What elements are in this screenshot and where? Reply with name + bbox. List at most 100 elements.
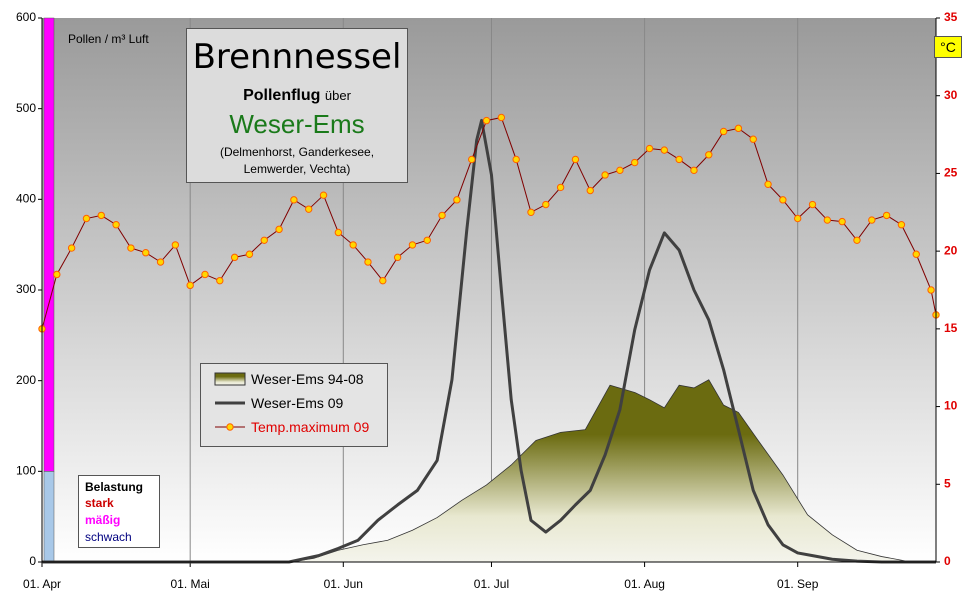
x-tick-label: 01. Jul bbox=[474, 577, 509, 591]
marker bbox=[927, 286, 935, 294]
marker bbox=[468, 155, 476, 164]
marker bbox=[156, 258, 165, 266]
y-tick-label: 300 bbox=[16, 282, 36, 296]
marker bbox=[112, 221, 120, 229]
marker bbox=[171, 241, 180, 249]
y-tick-label: 0 bbox=[29, 554, 36, 568]
marker bbox=[675, 155, 683, 164]
marker bbox=[364, 258, 372, 266]
marker bbox=[497, 113, 506, 122]
y2-tick-label: 30 bbox=[944, 88, 958, 102]
line bbox=[42, 118, 936, 564]
y2-tick-label: 10 bbox=[944, 399, 958, 413]
marker bbox=[275, 225, 283, 234]
marker bbox=[216, 276, 224, 285]
marker bbox=[438, 211, 446, 220]
legend-label: Temp.maximum 09 bbox=[251, 419, 370, 435]
marker bbox=[290, 196, 298, 204]
marker bbox=[586, 186, 594, 195]
y-axis-label: Pollen / m³ Luft bbox=[68, 32, 149, 46]
legend-entry: Temp.maximum 09 bbox=[213, 417, 369, 437]
marker bbox=[127, 244, 135, 252]
y-tick-label: 500 bbox=[16, 101, 36, 115]
legend-swatch bbox=[214, 372, 246, 386]
y-tick-label: 200 bbox=[16, 373, 36, 387]
marker bbox=[512, 155, 520, 164]
y-tick-label: 400 bbox=[16, 192, 36, 206]
y2-tick-label: 25 bbox=[944, 166, 958, 180]
marker bbox=[660, 146, 669, 154]
marker bbox=[616, 166, 624, 175]
title: Brennnessel bbox=[192, 37, 402, 77]
x-tick-label: 01. Mai bbox=[170, 577, 209, 591]
x-tick-label: 01. Apr bbox=[23, 577, 61, 591]
load-legend-item: schwach bbox=[85, 530, 132, 544]
region-note: (Delmenhorst, Ganderkesee, Lemwerder, Ve… bbox=[219, 145, 375, 176]
marker bbox=[705, 151, 713, 159]
marker bbox=[749, 135, 757, 143]
marker bbox=[808, 200, 817, 209]
marker bbox=[823, 216, 832, 224]
y2-tick-label: 20 bbox=[944, 243, 958, 257]
region: Weser-Ems bbox=[229, 109, 365, 139]
marker bbox=[912, 250, 920, 258]
y2-tick-label: 15 bbox=[944, 321, 958, 335]
load-band bbox=[43, 17, 55, 472]
legend-swatch bbox=[215, 423, 245, 431]
load-legend: Belastung stark mäßig schwach bbox=[78, 475, 160, 548]
marker bbox=[779, 196, 787, 204]
marker bbox=[631, 158, 639, 167]
marker bbox=[423, 236, 431, 244]
marker bbox=[645, 144, 654, 153]
subtitle-connector: über bbox=[324, 88, 351, 103]
marker bbox=[853, 236, 861, 244]
marker bbox=[868, 216, 876, 224]
subtitle: Pollenflug bbox=[243, 87, 321, 104]
marker bbox=[556, 183, 565, 192]
x-tick-label: 01. Aug bbox=[624, 577, 665, 591]
marker bbox=[67, 244, 76, 252]
marker bbox=[882, 211, 891, 220]
marker bbox=[794, 214, 802, 223]
marker bbox=[53, 270, 61, 279]
load-legend-title: Belastung bbox=[85, 480, 144, 494]
x-tick-label: 01. Sep bbox=[777, 577, 819, 591]
marker bbox=[542, 200, 550, 209]
legend-entry: Weser-Ems 94-08 bbox=[213, 369, 364, 389]
y2-tick-label: 0 bbox=[944, 554, 951, 568]
marker bbox=[453, 196, 461, 204]
x-tick-label: 01. Jun bbox=[324, 577, 363, 591]
title-box: Brennnessel Pollenflug über Weser-Ems (D… bbox=[186, 28, 408, 183]
marker bbox=[379, 276, 387, 285]
plot-area bbox=[42, 18, 936, 562]
y-tick-label: 100 bbox=[16, 464, 36, 478]
marker bbox=[186, 281, 194, 290]
marker bbox=[245, 250, 254, 258]
legend-label: Weser-Ems 09 bbox=[251, 395, 344, 411]
marker bbox=[97, 211, 105, 220]
marker bbox=[82, 214, 91, 223]
marker bbox=[230, 253, 239, 262]
load-band bbox=[43, 471, 55, 563]
marker bbox=[319, 191, 328, 199]
marker bbox=[260, 236, 268, 244]
marker bbox=[734, 124, 743, 133]
area bbox=[42, 379, 937, 563]
legend-entry: Weser-Ems 09 bbox=[213, 393, 343, 413]
legend: Weser-Ems 94-08 Weser-Ems 09 Temp.maximum … bbox=[200, 363, 388, 447]
marker bbox=[690, 166, 698, 175]
marker bbox=[764, 180, 772, 189]
legend-label: Weser-Ems 94-08 bbox=[251, 371, 364, 387]
marker bbox=[897, 221, 906, 229]
marker bbox=[482, 116, 491, 125]
marker bbox=[393, 253, 402, 262]
marker bbox=[142, 248, 150, 257]
marker bbox=[408, 241, 417, 249]
y2-axis-label: °C bbox=[934, 36, 962, 58]
marker bbox=[349, 241, 357, 249]
legend-swatch bbox=[215, 401, 245, 405]
load-legend-item: stark bbox=[85, 496, 114, 510]
y-tick-label: 600 bbox=[16, 10, 36, 24]
marker bbox=[719, 127, 728, 136]
